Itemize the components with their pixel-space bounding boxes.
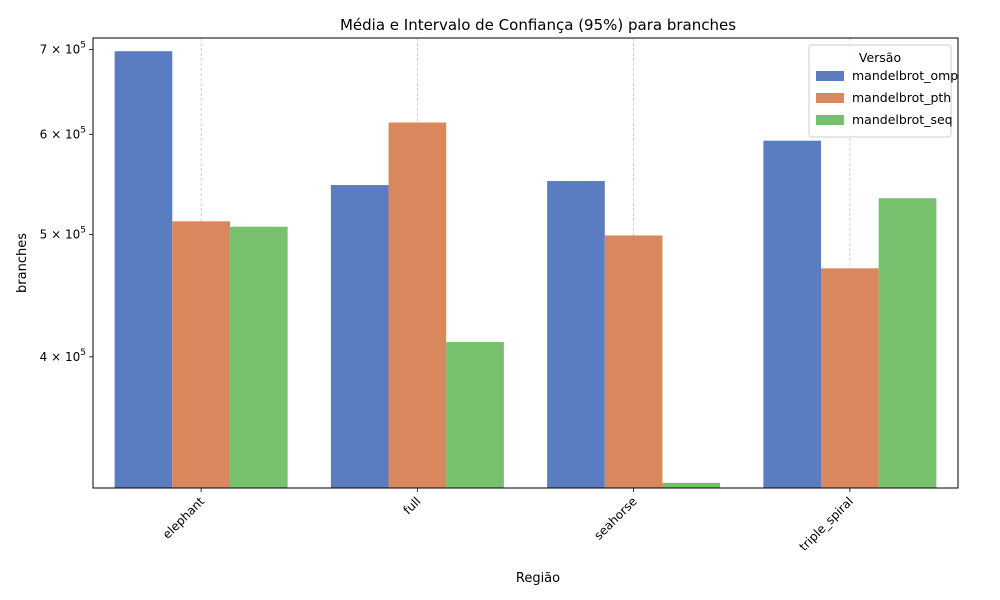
legend-entry-label: mandelbrot_pth	[852, 90, 951, 105]
bar-mandelbrot_omp-elephant	[114, 51, 173, 489]
bar-mandelbrot_seq-seahorse	[662, 482, 721, 488]
bar-mandelbrot_omp-triple_spiral	[763, 140, 822, 488]
y-tick-label: 4 × 105	[40, 348, 86, 364]
legend-entry-label: mandelbrot_seq	[852, 112, 953, 127]
y-tick-label: 6 × 105	[40, 125, 86, 141]
y-tick-label: 5 × 105	[40, 225, 86, 241]
bar-mandelbrot_omp-seahorse	[547, 181, 605, 488]
x-tick-label: elephant	[160, 494, 208, 542]
legend-swatch	[816, 71, 844, 81]
legend: Versão mandelbrot_omp mandelbrot_pthmande…	[808, 44, 958, 138]
bar-mandelbrot_pth-full	[388, 122, 447, 488]
grid	[200, 38, 851, 488]
bar-mandelbrot_pth-triple_spiral	[821, 268, 879, 488]
bar-mandelbrot_pth-elephant	[172, 221, 230, 488]
bar-mandelbrot_seq-triple_spiral	[878, 198, 937, 489]
x-tick-label: full	[401, 494, 424, 517]
bars	[114, 51, 937, 489]
chart-title: Média e Intervalo de Confiança (95%) par…	[340, 16, 736, 34]
bar-mandelbrot_seq-elephant	[229, 226, 288, 489]
legend-swatch	[816, 93, 844, 103]
legend-box	[808, 44, 952, 138]
bar-mandelbrot_omp-full	[330, 185, 389, 489]
y-tick-label: 7 × 105	[40, 41, 86, 57]
x-tick-label: triple_spiral	[796, 494, 855, 553]
y-axis-label: branches	[15, 233, 30, 293]
plot-frame	[92, 37, 959, 489]
legend-swatch	[816, 115, 844, 125]
x-axis-label: Região	[516, 571, 560, 586]
legend-title: Versão	[859, 50, 901, 65]
bar-mandelbrot_pth-seahorse	[604, 235, 663, 488]
legend-entry-label: mandelbrot_omp	[852, 68, 958, 83]
x-tick-label: seahorse	[591, 494, 639, 542]
bar-mandelbrot_seq-full	[446, 341, 504, 488]
